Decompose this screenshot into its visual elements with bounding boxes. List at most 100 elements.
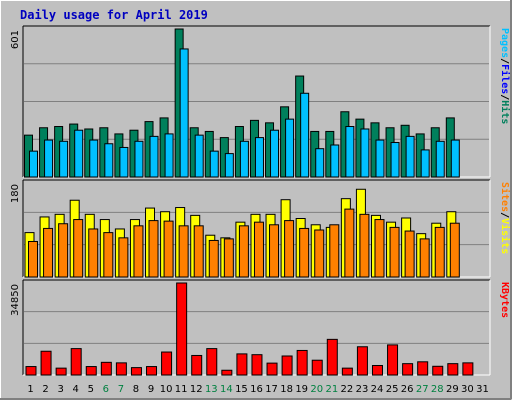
day-label: 26	[401, 384, 414, 395]
kbytes-bar	[356, 346, 368, 376]
chart-title: Daily usage for April 2019	[20, 8, 208, 22]
day-label: 14	[220, 384, 233, 395]
top-legend: Pages/Files/Hits	[499, 28, 511, 124]
middle-legend: Sites/Visits	[499, 182, 511, 254]
day-label: 16	[250, 384, 263, 395]
day-label: 11	[175, 384, 188, 395]
day-label: 4	[73, 384, 79, 395]
kbytes-bar	[387, 344, 399, 376]
sites-bar	[28, 240, 38, 278]
top-legend-entry: Hits	[499, 100, 511, 124]
kbytes-bar	[130, 367, 142, 376]
bottom-legend: KBytes	[499, 282, 510, 318]
pages-bar	[89, 139, 99, 178]
pages-bar	[420, 149, 430, 178]
kbytes-bar	[447, 363, 459, 376]
pages-bar	[300, 92, 310, 178]
pages-bar	[405, 135, 415, 178]
day-label: 24	[371, 384, 384, 395]
bottom-ymax-label: 34850	[10, 284, 21, 316]
sites-bar	[344, 208, 355, 278]
sites-bar	[103, 232, 114, 278]
kbytes-bar	[146, 366, 158, 376]
top-legend-entry: Files	[499, 64, 511, 94]
day-label: 27	[416, 384, 429, 395]
kbytes-bar	[432, 365, 444, 376]
kbytes-bar	[311, 359, 323, 376]
day-label: 19	[295, 384, 308, 395]
day-label: 28	[431, 384, 444, 395]
sites-bar	[449, 222, 460, 278]
pages-bar	[435, 140, 445, 178]
day-label: 15	[235, 384, 248, 395]
kbytes-bar	[462, 362, 474, 376]
bottom-legend-entry: KBytes	[499, 282, 510, 318]
middle-legend-entry: Sites	[499, 182, 511, 212]
day-label: 21	[325, 384, 338, 395]
day-label: 20	[310, 384, 323, 395]
pages-bar	[375, 139, 385, 178]
kbytes-bar	[296, 349, 308, 376]
sites-bar	[253, 221, 264, 278]
sites-bar	[208, 239, 219, 278]
kbytes-bar	[115, 362, 127, 376]
day-label: 25	[386, 384, 399, 395]
sites-bar	[269, 224, 280, 278]
pages-bar	[179, 48, 189, 178]
day-label: 7	[118, 384, 124, 395]
pages-bar	[345, 126, 355, 178]
kbytes-bar	[417, 361, 429, 376]
kbytes-bar	[402, 363, 414, 376]
pages-bar	[59, 140, 69, 178]
day-label: 3	[57, 384, 63, 395]
sites-bar	[374, 219, 385, 278]
kbytes-bar	[266, 362, 278, 376]
day-label: 1	[27, 384, 33, 395]
pages-bar	[270, 129, 280, 178]
pages-bar	[254, 137, 264, 178]
day-label: 31	[476, 384, 489, 395]
sites-bar	[223, 238, 234, 278]
kbytes-bar	[206, 348, 218, 376]
day-label: 13	[205, 384, 218, 395]
top-legend-entry: /	[499, 58, 510, 64]
pages-bar	[119, 146, 129, 178]
pages-bar	[194, 134, 204, 178]
day-label: 12	[190, 384, 203, 395]
kbytes-bar	[191, 354, 203, 376]
day-label: 17	[265, 384, 278, 395]
top-legend-entry: Pages	[499, 28, 510, 58]
kbytes-bar	[100, 361, 112, 376]
pages-bar	[44, 139, 54, 178]
day-label: 29	[446, 384, 459, 395]
kbytes-bar	[371, 364, 383, 376]
pages-bar	[149, 135, 159, 178]
sites-bar	[58, 223, 69, 278]
pages-bar	[315, 148, 325, 178]
kbytes-bar	[221, 369, 233, 376]
pages-bar	[450, 139, 460, 178]
kbytes-bar	[326, 338, 338, 376]
sites-bar	[284, 220, 295, 278]
sites-bar	[299, 227, 310, 278]
sites-bar	[238, 225, 249, 278]
middle-legend-entry: Visits	[499, 218, 511, 254]
pages-bar	[209, 150, 219, 178]
pages-bar	[134, 140, 144, 178]
day-label: 5	[88, 384, 94, 395]
sites-bar	[178, 225, 189, 278]
day-label: 23	[356, 384, 369, 395]
sites-bar	[73, 219, 84, 278]
day-label: 9	[148, 384, 154, 395]
day-label: 10	[160, 384, 173, 395]
sites-bar	[434, 226, 445, 278]
middle-legend-entry: /	[499, 212, 510, 218]
day-label: 6	[103, 384, 109, 395]
kbytes-bar	[236, 353, 248, 376]
pages-bar	[285, 118, 295, 178]
kbytes-bar	[55, 367, 67, 376]
sites-bar	[133, 225, 144, 278]
